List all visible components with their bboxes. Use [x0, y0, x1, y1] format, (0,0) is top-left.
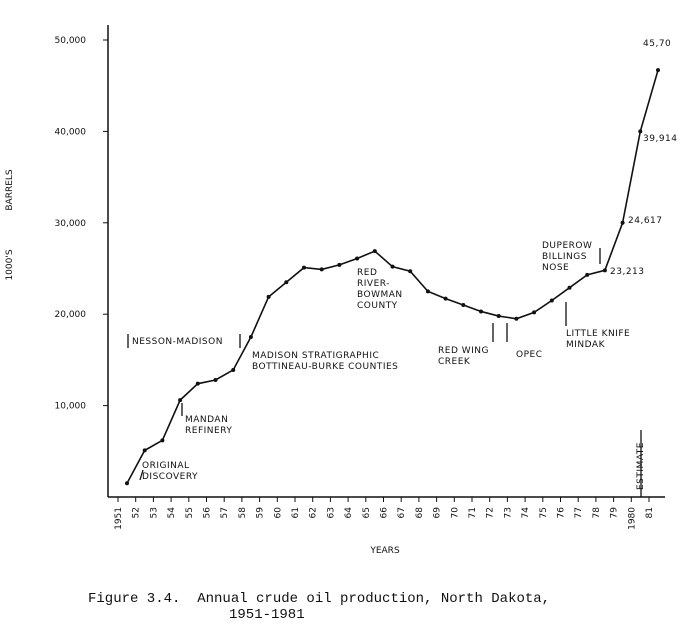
x-tick-label: 69 [433, 507, 443, 519]
y-axis-label: BARRELS [5, 169, 15, 211]
annotation: NESSON-MADISON [132, 337, 223, 347]
annotation: DUPEROW [542, 241, 592, 251]
x-tick-label: 56 [203, 507, 213, 519]
x-tick-label: 55 [185, 507, 195, 518]
x-tick-label: 71 [468, 507, 478, 518]
data-point [337, 262, 342, 267]
data-point [178, 398, 183, 403]
x-tick-label: 61 [291, 507, 301, 518]
annotation: LITTLE KNIFE [566, 329, 630, 339]
data-point [231, 367, 236, 372]
x-tick-label: 74 [521, 507, 531, 519]
x-tick-label: 1980 [627, 507, 637, 530]
data-point [549, 298, 554, 303]
data-point [532, 310, 537, 315]
data-point [656, 68, 660, 73]
annotation: RED [357, 268, 377, 278]
annotation: 24,617 [628, 216, 663, 226]
data-point [390, 264, 395, 269]
annotation: ORIGINAL [142, 461, 190, 471]
data-point [284, 280, 289, 285]
data-point [160, 438, 165, 443]
data-point [125, 481, 129, 486]
y-tick-label: 40,000 [55, 127, 87, 137]
data-point [443, 296, 448, 301]
annotation: DISCOVERY [142, 472, 198, 482]
data-point [567, 285, 572, 290]
x-tick-label: 60 [273, 507, 283, 519]
x-tick-label: 65 [362, 507, 372, 518]
data-point [496, 314, 501, 319]
x-tick-label: 77 [574, 507, 584, 518]
data-point [585, 272, 590, 277]
y-tick-label: 20,000 [55, 310, 87, 320]
annotation: RED WING [438, 346, 489, 356]
data-point [620, 220, 625, 225]
x-tick-label: 58 [238, 507, 248, 519]
x-tick-label: 62 [309, 507, 319, 518]
annotation: 45,70 [643, 39, 671, 49]
annotation: CREEK [438, 357, 471, 367]
annotation: BOTTINEAU-BURKE COUNTIES [252, 362, 398, 372]
y-axis-label: 1000'S [5, 249, 15, 280]
x-tick-label: 73 [503, 507, 513, 518]
x-tick-label: 81 [645, 507, 655, 518]
annotation: 39,914 [643, 134, 678, 144]
y-tick-label: 50,000 [55, 36, 87, 46]
annotation: OPEC [516, 350, 542, 360]
data-point [355, 256, 360, 261]
data-point [479, 309, 483, 314]
y-tick-label: 10,000 [55, 402, 87, 412]
x-tick-label: 68 [415, 507, 425, 519]
x-tick-label: 52 [132, 507, 142, 518]
x-tick-label: 53 [149, 507, 159, 518]
x-axis-label: YEARS [369, 546, 400, 556]
data-point [408, 269, 413, 274]
data-point [372, 249, 377, 254]
annotation: COUNTY [357, 301, 398, 311]
x-tick-label: 57 [220, 507, 230, 518]
data-point [266, 294, 271, 299]
data-point [195, 381, 200, 386]
x-tick-label: 59 [256, 507, 266, 519]
x-tick-label: 66 [380, 507, 390, 519]
x-tick-label: 72 [486, 507, 496, 518]
caption: Figure 3.4. Annual crude oil production,… [88, 591, 550, 607]
data-point [213, 378, 218, 383]
y-tick-label: 30,000 [55, 219, 87, 229]
x-tick-label: 63 [326, 507, 336, 518]
annotation: BOWMAN [357, 290, 403, 300]
data-point [302, 265, 306, 270]
x-tick-label: 78 [592, 507, 602, 519]
data-point [461, 303, 466, 308]
data-point [142, 448, 147, 453]
annotation: MANDAN [185, 415, 228, 425]
data-point [514, 316, 519, 321]
caption: 1951-1981 [229, 607, 305, 623]
annotation: RIVER- [357, 279, 390, 289]
annotation: REFINERY [185, 426, 232, 436]
x-tick-label: 67 [397, 507, 407, 518]
data-point [638, 129, 643, 134]
annotation: ESTIMATE [636, 442, 646, 490]
annotation: 23,213 [610, 267, 645, 277]
data-point [602, 268, 607, 273]
data-point [319, 267, 324, 272]
x-tick-label: 79 [610, 507, 620, 519]
x-tick-label: 54 [167, 507, 177, 519]
data-point [248, 335, 253, 340]
annotation: MINDAK [566, 340, 606, 350]
annotation: NOSE [542, 263, 569, 273]
annotation: MADISON STRATIGRAPHIC [252, 351, 379, 361]
x-tick-label: 76 [557, 507, 567, 519]
x-tick-label: 75 [539, 507, 549, 518]
annotation-marks [127, 248, 642, 497]
annotation: BILLINGS [542, 252, 587, 262]
data-point [425, 289, 430, 294]
x-tick-label: 64 [344, 507, 354, 519]
x-tick-label: 1951 [114, 507, 124, 530]
x-tick-label: 70 [450, 507, 460, 519]
